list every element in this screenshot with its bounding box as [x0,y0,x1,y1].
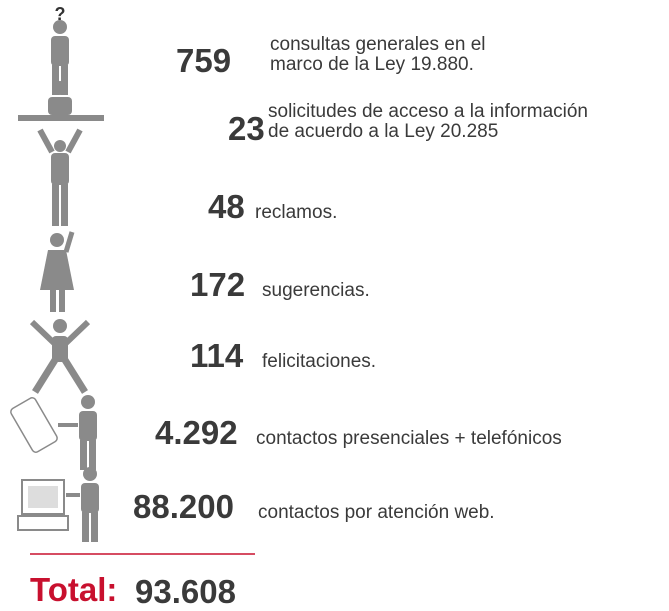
jumping-icon [29,319,91,394]
counter-icon [18,115,104,121]
description: consultas generales en el [270,34,485,55]
question-icon: ? [55,4,66,24]
total-label: Total: [30,571,117,608]
count: 88.200 [133,488,234,525]
phone-icon [10,397,78,453]
description: marco de la Ley 19.880. [270,54,474,75]
description: sugerencias. [262,280,370,301]
count: 172 [190,266,245,303]
arms-up-icon [37,128,83,226]
count: 4.292 [155,414,238,451]
count: 114 [190,337,244,374]
clerk-icon [48,97,72,115]
icons: ? [10,4,104,542]
total-value: 93.608 [135,573,236,610]
woman-icon [40,231,75,312]
person-icon [81,467,99,542]
person-icon [79,395,97,470]
description: contactos presenciales + telefónicos [256,428,562,449]
description: felicitaciones. [262,351,376,372]
count: 759 [176,42,231,79]
description: solicitudes de acceso a la información [268,101,588,122]
computer-icon [17,479,80,531]
description: contactos por atención web. [258,502,495,523]
clerk-icon [53,81,67,95]
count: 23 [228,110,265,147]
description: reclamos. [255,202,337,223]
count: 48 [208,188,245,225]
description: de acuerdo a la Ley 20.285 [268,121,498,142]
